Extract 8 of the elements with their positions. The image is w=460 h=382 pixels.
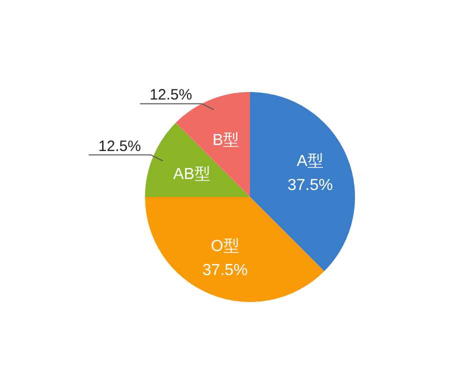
data-label: 37.5% xyxy=(202,262,248,280)
slice-label: AB型 xyxy=(173,166,210,183)
data-label: 12.5% xyxy=(98,138,141,155)
slice-label: A型 xyxy=(296,153,324,170)
data-label: 12.5% xyxy=(150,86,192,104)
slice-label: B型 xyxy=(212,132,240,149)
slice-label: O型 xyxy=(210,238,240,256)
data-label: 37.5% xyxy=(287,177,333,194)
